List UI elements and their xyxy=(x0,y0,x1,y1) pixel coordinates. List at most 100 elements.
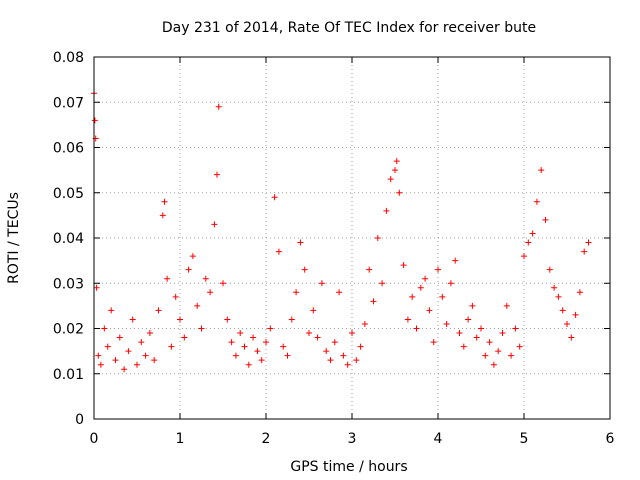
y-tick-label: 0.08 xyxy=(53,50,84,66)
data-point xyxy=(568,334,575,341)
data-point xyxy=(189,253,196,260)
data-point xyxy=(327,357,334,364)
data-point xyxy=(396,189,403,196)
data-point xyxy=(439,293,446,300)
data-point xyxy=(508,352,515,359)
data-point xyxy=(572,311,579,318)
data-point xyxy=(293,289,300,296)
data-point xyxy=(340,352,347,359)
data-point xyxy=(104,343,111,350)
x-tick-label: 6 xyxy=(606,431,615,447)
data-point xyxy=(275,248,282,255)
data-point xyxy=(353,357,360,364)
data-point xyxy=(112,357,119,364)
x-tick-label: 2 xyxy=(262,431,271,447)
data-point xyxy=(121,366,128,373)
data-point xyxy=(91,117,98,124)
y-tick-label: 0.05 xyxy=(53,186,84,202)
data-point xyxy=(482,352,489,359)
data-point xyxy=(430,339,437,346)
data-point xyxy=(97,361,104,368)
data-point xyxy=(525,239,532,246)
data-point xyxy=(211,221,218,228)
data-point xyxy=(194,302,201,309)
data-point xyxy=(542,216,549,223)
data-point xyxy=(215,103,222,110)
data-point xyxy=(551,284,558,291)
y-tick-label: 0.03 xyxy=(53,276,84,292)
x-tick-label: 4 xyxy=(434,431,443,447)
x-axis-label: GPS time / hours xyxy=(290,459,407,475)
data-point xyxy=(161,198,168,205)
data-point xyxy=(460,343,467,350)
data-point xyxy=(93,284,100,291)
data-point xyxy=(331,339,338,346)
data-point xyxy=(237,330,244,337)
data-point xyxy=(318,280,325,287)
data-point xyxy=(267,325,274,332)
data-points xyxy=(91,90,592,373)
data-point xyxy=(164,275,171,282)
data-point xyxy=(585,239,592,246)
data-point xyxy=(202,275,209,282)
data-point xyxy=(134,361,140,368)
data-point xyxy=(516,343,523,350)
data-point xyxy=(271,194,278,201)
data-point xyxy=(159,212,166,219)
y-axis: 0 0.01 0.02 0.03 0.04 0.05 0.06 0.07 0.08 xyxy=(53,50,610,428)
data-point xyxy=(538,167,545,174)
data-point xyxy=(443,320,450,327)
data-point xyxy=(172,293,179,300)
y-axis-label: ROTI / TECUs xyxy=(6,192,22,284)
y-tick-label: 0.02 xyxy=(53,322,84,338)
data-point xyxy=(301,266,308,273)
data-point xyxy=(185,266,192,273)
x-tick-label: 1 xyxy=(176,431,185,447)
data-point xyxy=(220,280,226,287)
data-point xyxy=(297,239,304,246)
data-point xyxy=(404,316,411,323)
data-point xyxy=(447,280,454,287)
data-point xyxy=(383,207,390,214)
data-point xyxy=(213,171,220,178)
data-point xyxy=(490,361,497,368)
data-point xyxy=(533,198,540,205)
x-tick-label: 5 xyxy=(520,431,529,447)
chart-title: Day 231 of 2014, Rate Of TEC Index for r… xyxy=(162,20,536,36)
data-point xyxy=(108,307,115,314)
data-point xyxy=(224,316,231,323)
data-point xyxy=(387,176,394,183)
data-point xyxy=(503,302,510,309)
y-tick-label: 0.07 xyxy=(53,95,84,111)
data-point xyxy=(177,316,183,323)
data-point xyxy=(146,330,153,337)
data-point xyxy=(456,330,463,337)
data-point xyxy=(116,334,123,341)
x-axis: 0 1 2 3 4 5 6 xyxy=(90,57,615,447)
data-point xyxy=(254,348,261,355)
grid xyxy=(94,57,610,419)
data-point xyxy=(426,307,433,314)
data-point xyxy=(288,316,295,323)
data-point xyxy=(393,158,400,165)
y-tick-label: 0.04 xyxy=(53,231,84,247)
data-point xyxy=(263,339,269,346)
data-point xyxy=(344,361,351,368)
data-point xyxy=(349,330,355,337)
data-point xyxy=(495,348,502,355)
data-point xyxy=(151,357,158,364)
data-point xyxy=(181,334,188,341)
data-point xyxy=(512,325,519,332)
y-tick-label: 0.06 xyxy=(53,141,84,157)
data-point xyxy=(155,307,162,314)
data-point xyxy=(374,235,381,241)
data-point xyxy=(241,343,248,350)
data-point xyxy=(452,257,459,264)
data-point xyxy=(228,339,235,346)
y-tick-label: 0 xyxy=(75,412,84,428)
data-point xyxy=(392,167,398,174)
data-point xyxy=(306,330,312,337)
data-point xyxy=(232,352,239,359)
data-point xyxy=(125,348,132,355)
data-point xyxy=(168,343,175,350)
